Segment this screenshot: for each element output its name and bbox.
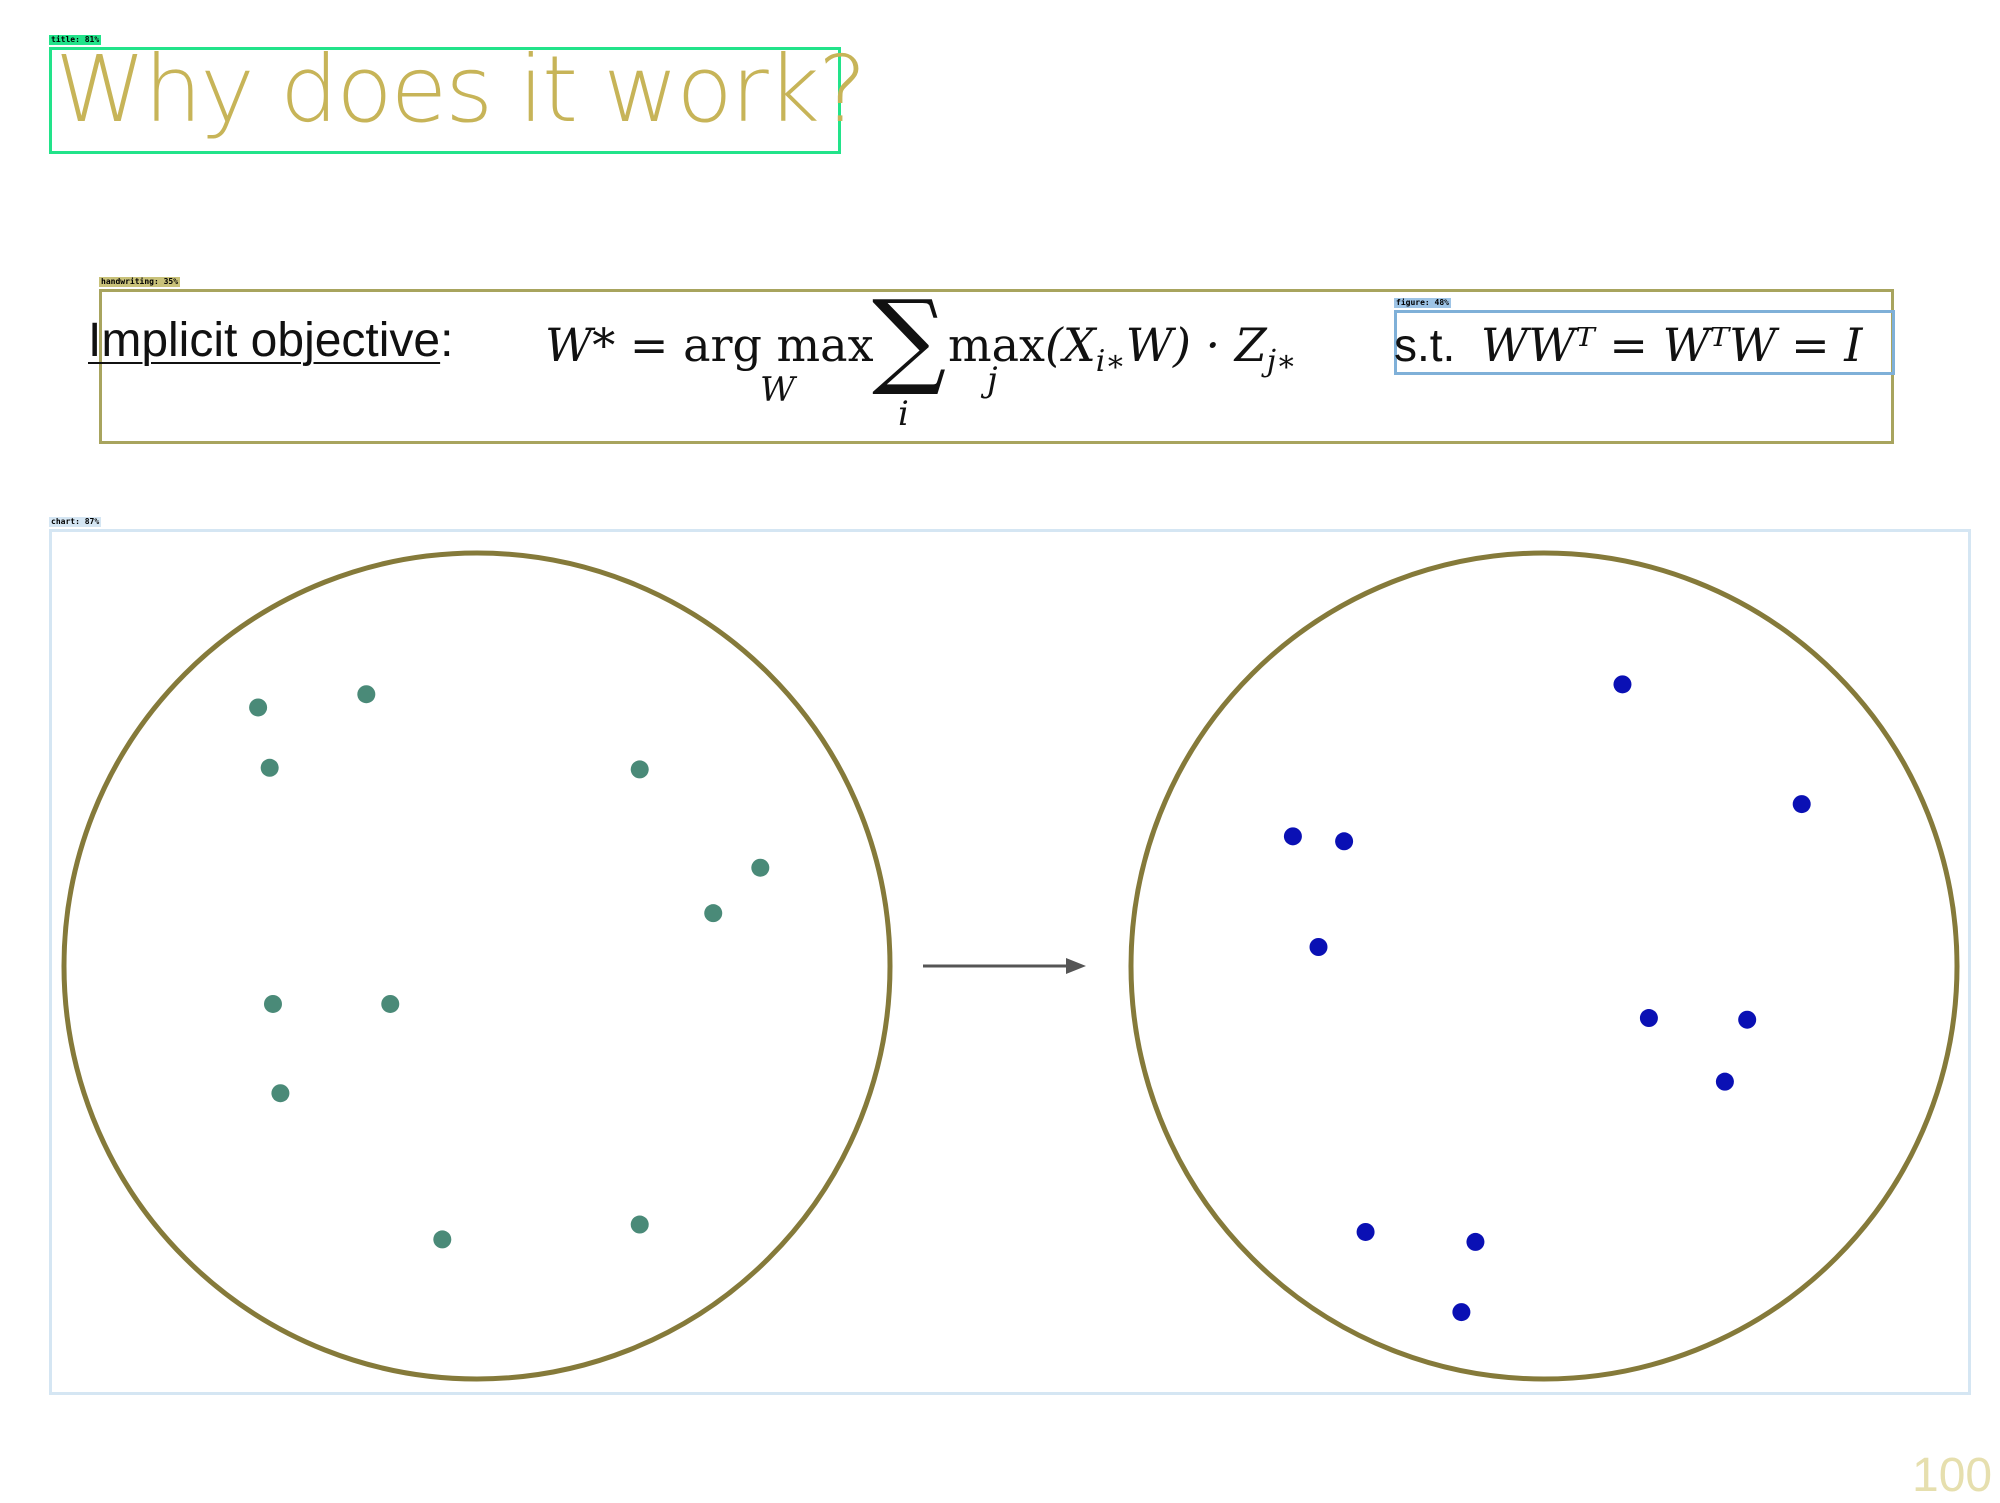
- rhs-term-wz: W) · Z: [1125, 318, 1267, 372]
- left-point: [704, 904, 723, 923]
- rhs-sub-j: j∗: [1266, 344, 1297, 380]
- objective-label-text: Implicit objective: [88, 314, 441, 367]
- right-point: [1715, 1072, 1734, 1091]
- constraint-st: s.t.: [1394, 319, 1456, 371]
- right-point: [1639, 1009, 1658, 1028]
- figure-detection-tag: figure: 48%: [1394, 298, 1451, 308]
- left-point: [751, 858, 770, 877]
- right-point: [1738, 1010, 1757, 1029]
- left-point-group: [249, 685, 770, 1249]
- right-point: [1309, 938, 1328, 957]
- constraint: s.t. WWᵀ = WᵀW = I: [1394, 318, 1862, 372]
- equation-lhs: W* = arg max: [545, 318, 874, 372]
- title-detection-tag: title: 81%: [49, 35, 102, 45]
- left-point: [249, 698, 268, 717]
- right-point: [1452, 1303, 1471, 1322]
- arrow-head-icon: [1066, 958, 1086, 974]
- objective-label: Implicit objective:: [88, 313, 453, 368]
- left-point: [271, 1084, 290, 1103]
- right-point: [1466, 1232, 1485, 1251]
- chart-detection-tag: chart: 87%: [49, 517, 102, 527]
- right-point-group: [1283, 675, 1811, 1322]
- handwriting-detection-tag: handwriting: 35%: [99, 277, 181, 287]
- right-point: [1335, 832, 1354, 851]
- constraint-equation: WWᵀ = WᵀW = I: [1480, 318, 1863, 372]
- left-point: [433, 1230, 452, 1249]
- left-point: [260, 758, 279, 777]
- sum-symbol: ∑: [872, 277, 947, 399]
- argmax-subscript: W: [760, 370, 795, 410]
- left-point: [630, 1215, 649, 1234]
- page-number: 100: [1912, 1449, 1993, 1502]
- slide-title: Why does it work?: [55, 36, 867, 143]
- chart-detection-box: [49, 529, 1971, 1395]
- left-point: [357, 685, 376, 704]
- left-point: [630, 760, 649, 779]
- rhs-term-x: (X: [1045, 318, 1096, 372]
- right-point: [1356, 1222, 1375, 1241]
- equation-lhs-text: W* =: [545, 318, 684, 372]
- left-point: [263, 994, 282, 1013]
- left-circle: [61, 550, 893, 1382]
- right-point: [1613, 675, 1632, 694]
- right-circle: [1128, 550, 1960, 1382]
- equation-rhs: max(Xi∗W) · Zj∗: [948, 318, 1296, 379]
- right-point: [1792, 795, 1811, 814]
- argmax-operator: arg max: [683, 318, 874, 372]
- figure-detection-box: [1394, 310, 1895, 375]
- title-detection-box: [49, 47, 841, 154]
- max-operator: max: [948, 318, 1045, 372]
- max-subscript: j: [987, 360, 998, 400]
- left-point: [381, 994, 400, 1013]
- objective-label-colon: :: [440, 314, 454, 367]
- right-point: [1283, 827, 1302, 846]
- rhs-sub-i: i∗: [1095, 344, 1126, 380]
- sum-subscript: i: [898, 394, 909, 434]
